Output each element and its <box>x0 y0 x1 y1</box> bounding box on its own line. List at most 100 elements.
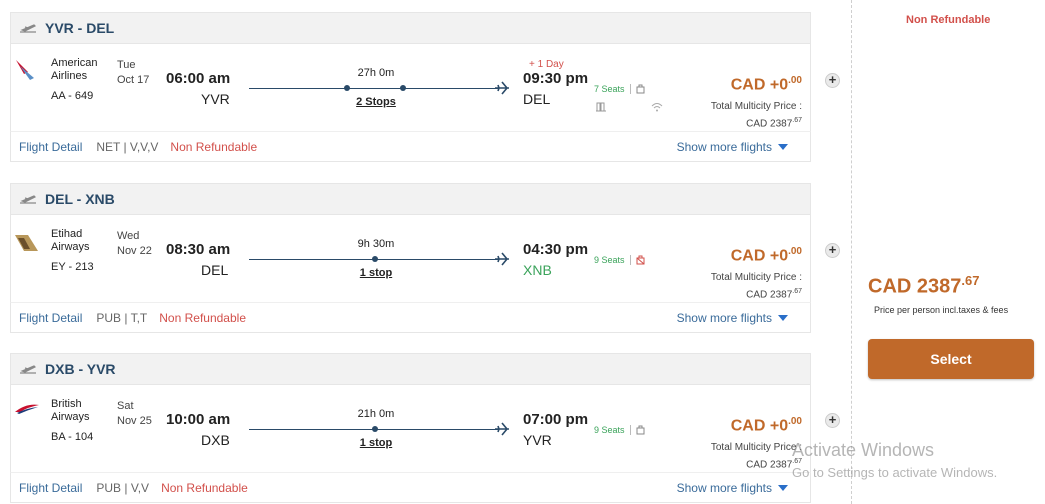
flight-code: BA - 104 <box>51 431 94 443</box>
total-price-cents: .67 <box>961 273 980 288</box>
total-value: CAD 2387 <box>746 118 793 130</box>
refund-status: Non Refundable <box>161 480 248 495</box>
day-label: Tue <box>117 59 136 71</box>
departure-time: 10:00 am <box>166 411 231 428</box>
stops-link[interactable]: 1 stop <box>359 267 393 279</box>
departure-plane-icon <box>20 24 37 33</box>
total-cents: .67 <box>792 458 802 465</box>
airline-name: American Airlines <box>51 57 98 82</box>
segment-footer: Flight Detail PUB | T,T Non Refundable S… <box>10 303 811 333</box>
seats-label: 9 Seats <box>594 255 625 265</box>
chevron-down-icon <box>778 143 788 150</box>
chevron-down-icon <box>778 484 788 491</box>
watermark-title: Activate Windows <box>792 440 935 460</box>
price-value: CAD +0 <box>730 76 789 94</box>
baggage-icon <box>636 255 645 265</box>
arrival-time: 04:30 pm <box>523 241 589 258</box>
departure-time: 06:00 am <box>166 70 231 87</box>
arrival-plane-icon <box>495 81 509 95</box>
seats-label: 9 Seats <box>594 425 625 435</box>
flight-code: EY - 213 <box>51 261 94 273</box>
departure-plane-icon <box>20 195 37 204</box>
flight-detail-link[interactable]: Flight Detail <box>19 139 83 154</box>
segment-header: DEL - XNB <box>10 183 811 215</box>
baggage-icon <box>636 84 645 94</box>
fare-class: NET | V,V,V <box>96 139 159 154</box>
show-more-flights-link[interactable]: Show more flights <box>677 481 788 495</box>
select-button[interactable]: Select <box>868 339 1034 379</box>
segment-body: Etihad Airways EY - 213 Wed Nov 22 08:30 … <box>10 215 811 303</box>
flight-detail-link[interactable]: Flight Detail <box>19 480 83 495</box>
day-label: Sat <box>117 400 134 412</box>
wifi-icon <box>651 103 663 112</box>
departure-airport: DEL <box>201 262 229 278</box>
show-more-label: Show more flights <box>676 139 772 154</box>
segment-body: American Airlines AA - 649 Tue Oct 17 06:… <box>10 44 811 132</box>
total-cents: .67 <box>792 117 802 124</box>
arrival-time: 09:30 pm <box>523 70 589 87</box>
flight-duration: 21h 0m <box>357 408 395 420</box>
day-label: Wed <box>117 230 140 242</box>
show-more-flights-link[interactable]: Show more flights <box>677 140 788 154</box>
segment-route: DEL - XNB <box>45 191 115 207</box>
total-price-label: Total Multicity Price : <box>710 272 802 283</box>
departure-plane-icon <box>20 365 37 374</box>
segment-route: DXB - YVR <box>45 361 116 377</box>
price-value: CAD +0 <box>730 417 789 435</box>
flight-detail-link[interactable]: Flight Detail <box>19 310 83 325</box>
baggage-icon <box>636 425 645 435</box>
fare-class: PUB | V,V <box>96 480 150 495</box>
flight-duration: 27h 0m <box>357 67 395 79</box>
total-price-value: CAD 2387 <box>868 275 962 298</box>
airline-name: Etihad Airways <box>51 228 90 253</box>
segment-header: DXB - YVR <box>10 353 811 385</box>
segment-price: CAD +0.00 <box>731 246 802 265</box>
flight-duration: 9h 30m <box>357 238 395 250</box>
refund-status: Non Refundable <box>159 310 246 325</box>
price-value: CAD +0 <box>730 247 789 265</box>
total-cents: .67 <box>792 288 802 295</box>
seats-label: 7 Seats <box>594 84 625 94</box>
seats-available: 9 Seats <box>594 425 645 435</box>
price-cents: .00 <box>788 416 802 427</box>
segment-footer: Flight Detail NET | V,V,V Non Refundable… <box>10 132 811 162</box>
stops-link[interactable]: 1 stop <box>359 437 393 449</box>
total-price-value: CAD 2387.67 <box>746 458 802 470</box>
arrival-airport: YVR <box>523 432 552 448</box>
date-label: Nov 25 <box>117 415 152 427</box>
airline-name: British Airways <box>51 398 90 423</box>
total-price-label: Total Multicity Price : <box>710 101 802 112</box>
watermark-subtitle: Go to Settings to activate Windows. <box>792 465 998 480</box>
route-line <box>249 88 499 89</box>
segment-price: CAD +0.00 <box>731 75 802 94</box>
british-airways-logo <box>15 404 39 414</box>
flight-segment-2: DEL - XNB Etihad Airways EY - 213 Wed Nov… <box>10 183 811 333</box>
refund-status: Non Refundable <box>170 139 258 154</box>
seats-available: 7 Seats <box>594 84 645 94</box>
total-price: CAD 2387.67 <box>868 273 979 299</box>
date-label: Oct 17 <box>117 74 150 86</box>
stops-link[interactable]: 2 Stops <box>356 96 396 108</box>
arrival-time: 07:00 pm <box>523 411 589 428</box>
expand-segment-3-button[interactable]: + <box>825 413 840 428</box>
show-more-flights-link[interactable]: Show more flights <box>677 311 788 325</box>
total-price-value: CAD 2387.67 <box>746 117 802 129</box>
show-more-label: Show more flights <box>676 480 772 495</box>
flight-segment-1: YVR - DEL American Airlines AA - 649 Tue… <box>10 12 811 162</box>
fare-class: PUB | T,T <box>96 310 148 325</box>
flight-segment-3: DXB - YVR British Airways BA - 104 Sat No… <box>10 353 811 503</box>
stop-dot <box>372 256 378 262</box>
arrival-plane-icon <box>495 422 509 436</box>
flight-date: Sat Nov 25 <box>117 399 152 429</box>
segment-body: British Airways BA - 104 Sat Nov 25 10:00… <box>10 385 811 473</box>
plus-day-badge: + 1 Day <box>529 59 564 70</box>
activate-windows-watermark: Activate Windows Go to Settings to activ… <box>792 440 997 480</box>
show-more-label: Show more flights <box>676 310 772 325</box>
total-price-value: CAD 2387.67 <box>746 288 802 300</box>
expand-segment-2-button[interactable]: + <box>825 243 840 258</box>
flight-code: AA - 649 <box>51 90 94 102</box>
total-value: CAD 2387 <box>746 459 793 471</box>
expand-segment-1-button[interactable]: + <box>825 73 840 88</box>
arrival-airport: DEL <box>523 91 551 107</box>
stop-dot <box>344 85 350 91</box>
